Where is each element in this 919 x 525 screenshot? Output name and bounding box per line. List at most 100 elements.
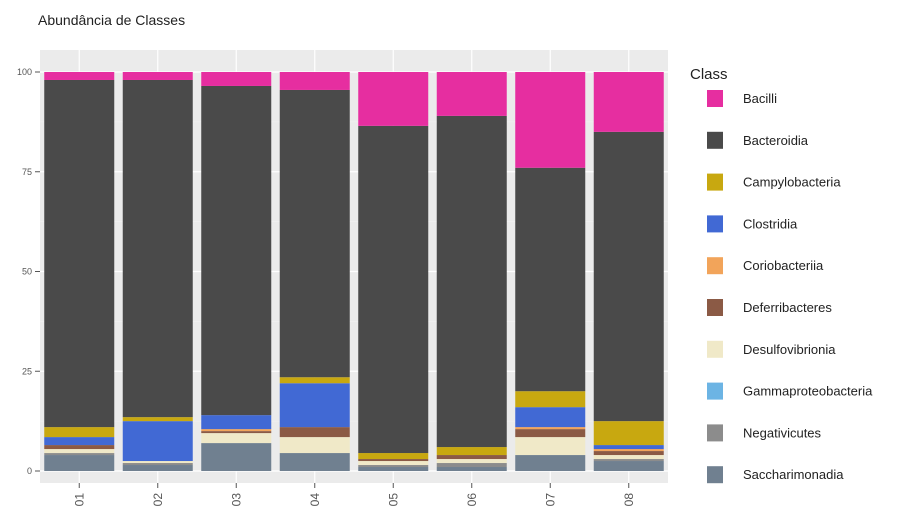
bar-segment-desulfovibrionia bbox=[593, 455, 664, 460]
bar-segment-saccharimonadia bbox=[515, 455, 586, 471]
legend-label: Campylobacteria bbox=[743, 175, 841, 190]
bar-segment-bacteroidia bbox=[201, 85, 272, 416]
x-tick-label: 04 bbox=[308, 493, 322, 507]
bar-segment-negativicutes bbox=[436, 463, 507, 468]
bar-segment-deferribacteres bbox=[436, 455, 507, 460]
bar-segment-bacteroidia bbox=[593, 131, 664, 422]
bar-segment-coriobacteriia bbox=[201, 429, 272, 432]
bar-segment-desulfovibrionia bbox=[201, 433, 272, 444]
bar-segment-campylobacteria bbox=[436, 447, 507, 456]
bar-segment-bacilli bbox=[279, 72, 350, 90]
bar-segment-saccharimonadia bbox=[436, 467, 507, 471]
legend-label: Coriobacteriia bbox=[743, 258, 824, 273]
legend-swatch bbox=[707, 131, 723, 149]
bar-segment-deferribacteres bbox=[44, 445, 115, 450]
legend-label: Bacilli bbox=[743, 91, 777, 106]
legend-title: Class bbox=[690, 66, 728, 83]
bar-segment-clostridia bbox=[122, 421, 193, 462]
legend-swatch bbox=[707, 340, 723, 358]
x-tick-label: 05 bbox=[386, 493, 400, 507]
bar-segment-clostridia bbox=[279, 383, 350, 428]
legend-swatch bbox=[707, 424, 723, 442]
bar-segment-deferribacteres bbox=[515, 429, 586, 438]
chart-title: Abundância de Classes bbox=[38, 12, 186, 28]
x-tick-label: 02 bbox=[151, 493, 165, 507]
legend-label: Clostridia bbox=[743, 216, 798, 231]
legend-label: Deferribacteres bbox=[743, 300, 832, 315]
bar-segment-saccharimonadia bbox=[358, 467, 429, 471]
x-tick-label: 07 bbox=[543, 493, 557, 507]
bar-segment-desulfovibrionia bbox=[436, 459, 507, 464]
legend-swatch bbox=[707, 90, 723, 107]
bar-segment-campylobacteria bbox=[593, 421, 664, 446]
y-tick-label: 25 bbox=[22, 366, 32, 376]
legend-label: Desulfovibrionia bbox=[743, 342, 836, 357]
bar-segment-bacilli bbox=[122, 72, 193, 80]
y-axis: 0 25 50 75 100 bbox=[17, 67, 40, 476]
bar-segment-negativicutes bbox=[593, 459, 664, 462]
bar-segment-negativicutes bbox=[358, 465, 429, 468]
legend-swatch bbox=[707, 257, 723, 275]
legend-label: Saccharimonadia bbox=[743, 467, 844, 482]
y-tick-label: 0 bbox=[27, 466, 32, 476]
bar-segment-campylobacteria bbox=[122, 417, 193, 422]
bar-segment-desulfovibrionia bbox=[122, 461, 193, 464]
bar-segment-campylobacteria bbox=[44, 427, 115, 438]
x-tick-label: 06 bbox=[465, 493, 479, 507]
bar-segment-saccharimonadia bbox=[201, 443, 272, 471]
bar-segment-clostridia bbox=[201, 415, 272, 430]
x-tick-label: 01 bbox=[72, 493, 86, 507]
x-tick-label: 03 bbox=[229, 493, 243, 507]
bar-segment-desulfovibrionia bbox=[279, 437, 350, 454]
bar-segment-bacteroidia bbox=[44, 79, 115, 428]
bar-segment-saccharimonadia bbox=[279, 453, 350, 471]
bar-segment-campylobacteria bbox=[358, 453, 429, 460]
legend-swatch bbox=[707, 173, 723, 191]
legend-label: Bacteroidia bbox=[743, 133, 809, 148]
bar-segment-campylobacteria bbox=[279, 377, 350, 384]
bar-segment-clostridia bbox=[44, 437, 115, 446]
legend-label: Gammaproteobacteria bbox=[743, 384, 873, 399]
bars bbox=[44, 72, 664, 471]
bar-segment-saccharimonadia bbox=[44, 455, 115, 471]
bar-segment-bacteroidia bbox=[279, 89, 350, 378]
legend-swatch bbox=[707, 466, 723, 484]
y-tick-label: 50 bbox=[22, 267, 32, 277]
bar-segment-deferribacteres bbox=[593, 451, 664, 456]
bar-segment-bacilli bbox=[201, 72, 272, 86]
bar-segment-deferribacteres bbox=[279, 427, 350, 438]
legend: Class Bacilli Bacteroidia Campylobacteria C… bbox=[690, 66, 873, 484]
bar-segment-bacteroidia bbox=[358, 125, 429, 454]
legend-swatch bbox=[707, 215, 723, 233]
bar-segment-desulfovibrionia bbox=[515, 437, 586, 456]
bar-segment-bacilli bbox=[358, 72, 429, 126]
bar-segment-bacteroidia bbox=[436, 115, 507, 448]
y-tick-label: 100 bbox=[17, 67, 32, 77]
legend-swatch bbox=[707, 382, 723, 400]
bar-segment-bacteroidia bbox=[122, 79, 193, 418]
bar-segment-saccharimonadia bbox=[593, 461, 664, 471]
x-tick-label: 08 bbox=[622, 493, 636, 507]
bar-segment-coriobacteriia bbox=[593, 449, 664, 452]
bar-segment-clostridia bbox=[515, 407, 586, 428]
bar-segment-campylobacteria bbox=[515, 391, 586, 408]
x-axis: 01 02 03 04 05 06 07 08 bbox=[72, 483, 636, 506]
bar-segment-negativicutes bbox=[44, 453, 115, 456]
legend-label: Negativicutes bbox=[743, 425, 822, 440]
bar-segment-bacilli bbox=[593, 72, 664, 132]
bar-segment-deferribacteres bbox=[201, 431, 272, 434]
y-tick-label: 75 bbox=[22, 167, 32, 177]
bar-segment-bacteroidia bbox=[515, 167, 586, 392]
bar-segment-bacilli bbox=[436, 72, 507, 116]
bar-segment-saccharimonadia bbox=[122, 465, 193, 471]
legend-swatch bbox=[707, 299, 723, 316]
bar-segment-bacilli bbox=[44, 72, 115, 80]
bar-segment-bacilli bbox=[515, 72, 586, 168]
bar-segment-deferribacteres bbox=[358, 459, 429, 462]
bar-segment-clostridia bbox=[593, 445, 664, 450]
bar-segment-coriobacteriia bbox=[515, 427, 586, 430]
bar-segment-desulfovibrionia bbox=[358, 461, 429, 466]
bar-segment-desulfovibrionia bbox=[44, 449, 115, 454]
bar-segment-negativicutes bbox=[122, 463, 193, 466]
